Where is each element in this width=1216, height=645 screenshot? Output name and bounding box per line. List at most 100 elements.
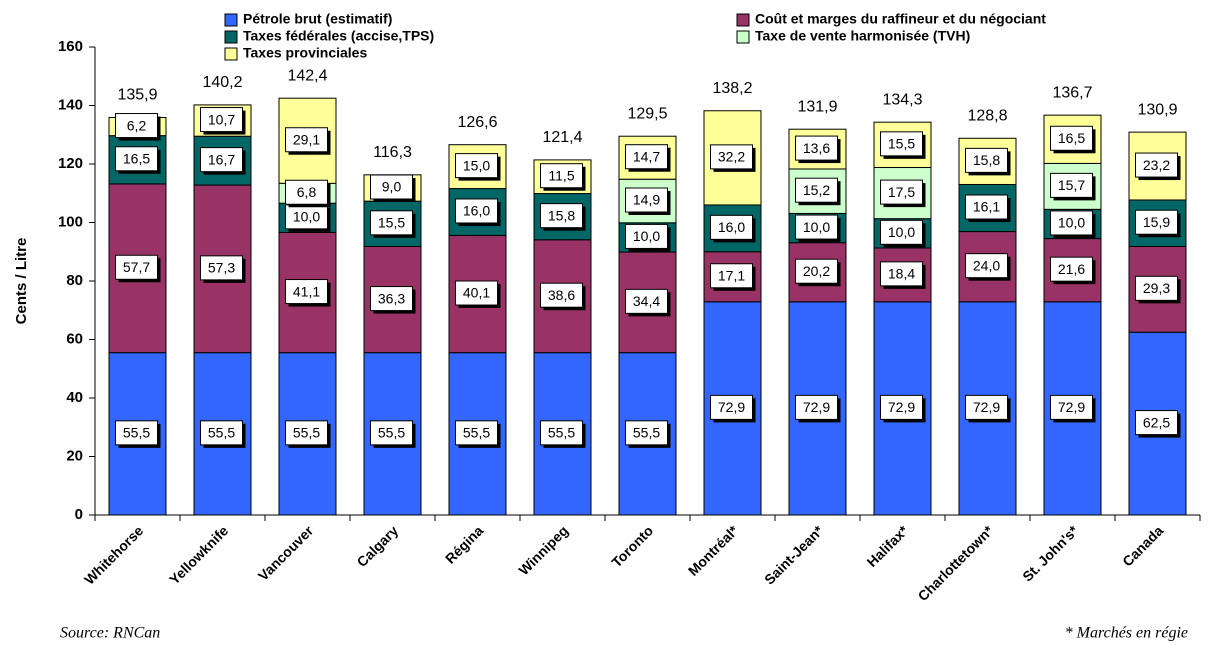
label-box — [200, 147, 243, 173]
value-label-box: 55,5 — [625, 420, 671, 448]
value-label-box: 55,5 — [115, 420, 161, 448]
value-label-box: 10,0 — [625, 223, 671, 252]
y-tick-label: 60 — [66, 330, 83, 347]
value-label: 55,5 — [633, 425, 660, 441]
value-label: 16,5 — [1058, 130, 1085, 146]
value-label: 55,5 — [463, 425, 490, 441]
y-tick-label: 80 — [66, 272, 83, 289]
value-label-box: 15,8 — [540, 203, 586, 231]
value-label: 10,7 — [208, 111, 235, 127]
value-label-box: 55,5 — [285, 420, 331, 448]
y-tick-label: 140 — [58, 96, 83, 113]
x-tick-label: Yellowknife — [166, 522, 231, 587]
legend-label: Pétrole brut (estimatif) — [243, 11, 392, 27]
value-label: 15,7 — [1058, 177, 1085, 193]
total-label: 140,2 — [202, 74, 242, 91]
label-box — [795, 394, 838, 420]
total-label: 142,4 — [287, 68, 327, 85]
label-box — [1050, 394, 1093, 420]
x-tick-label: Régina — [442, 522, 486, 566]
value-label: 15,8 — [548, 207, 575, 223]
value-label-box: 10,0 — [285, 204, 331, 232]
value-label: 10,0 — [803, 219, 830, 235]
value-label-box: 57,7 — [115, 254, 161, 283]
label-box — [1050, 256, 1093, 282]
value-label-box: 11,5 — [540, 163, 586, 191]
value-label: 72,9 — [718, 399, 745, 415]
label-box — [1135, 275, 1178, 301]
label-box — [880, 131, 923, 157]
total-label: 130,9 — [1137, 101, 1177, 118]
x-tick-label: Calgary — [354, 522, 402, 570]
label-box — [1135, 152, 1178, 178]
x-tick-label: Toronto — [608, 522, 656, 570]
value-label-box: 15,0 — [455, 153, 501, 181]
value-label-box: 62,5 — [1135, 410, 1181, 438]
label-box — [710, 263, 753, 289]
label-box — [795, 177, 838, 203]
value-label-box: 16,0 — [455, 198, 501, 226]
value-label-box: 10,7 — [200, 107, 246, 135]
value-label-box: 18,4 — [880, 261, 926, 289]
value-label: 29,3 — [1143, 280, 1170, 296]
y-tick-label: 120 — [58, 155, 83, 172]
value-label-box: 16,0 — [710, 214, 756, 243]
value-label: 34,4 — [633, 293, 660, 309]
value-label: 15,5 — [378, 215, 405, 231]
label-box — [455, 280, 498, 306]
label-box — [540, 203, 583, 229]
label-box — [370, 420, 413, 446]
value-label-box: 9,0 — [370, 174, 416, 202]
value-label: 6,2 — [127, 117, 147, 133]
label-box — [370, 210, 413, 236]
value-label-box: 55,5 — [200, 420, 246, 448]
legend-label: Taxe de vente harmonisée (TVH) — [755, 28, 970, 44]
label-box — [200, 255, 243, 281]
label-box — [625, 288, 668, 314]
label-box — [965, 253, 1008, 279]
value-label-box: 55,5 — [455, 420, 501, 448]
value-label-box: 72,9 — [710, 394, 756, 423]
value-label-box: 40,1 — [455, 280, 501, 309]
label-box — [1135, 209, 1178, 235]
label-box — [200, 420, 243, 446]
label-box — [1050, 210, 1093, 236]
value-label-box: 72,9 — [880, 394, 926, 423]
x-tick-label: St. John's* — [1019, 522, 1081, 584]
value-label-box: 36,3 — [370, 286, 416, 314]
value-label: 57,7 — [123, 259, 150, 275]
value-label: 15,8 — [973, 152, 1000, 168]
label-box — [115, 113, 158, 139]
value-label: 10,0 — [888, 224, 915, 240]
note: * Marchés en régie — [1065, 625, 1188, 642]
value-label-box: 10,0 — [795, 214, 841, 243]
value-label-box: 15,5 — [370, 210, 416, 238]
value-label-box: 23,2 — [1135, 152, 1181, 181]
value-label-box: 57,3 — [200, 255, 246, 283]
value-label: 55,5 — [293, 425, 320, 441]
value-label: 24,0 — [973, 257, 1000, 273]
value-label-box: 34,4 — [625, 288, 671, 317]
value-label-box: 14,9 — [625, 187, 671, 216]
label-box — [710, 394, 753, 420]
label-box — [625, 187, 668, 213]
y-tick-label: 0 — [75, 506, 83, 523]
value-label: 16,0 — [718, 219, 745, 235]
legend-swatch — [224, 13, 238, 27]
label-box — [455, 198, 498, 224]
label-box — [540, 420, 583, 446]
label-box — [370, 286, 413, 312]
total-label: 135,9 — [117, 87, 157, 104]
value-label-box: 29,3 — [1135, 275, 1181, 304]
value-label-box: 14,7 — [625, 144, 671, 172]
value-label-box: 72,9 — [1050, 394, 1096, 423]
value-label-box: 15,8 — [965, 147, 1011, 176]
total-label: 116,3 — [373, 144, 412, 161]
label-box — [285, 204, 328, 230]
value-label-box: 16,5 — [115, 146, 161, 174]
value-label: 55,5 — [208, 425, 235, 441]
value-label-box: 24,0 — [965, 253, 1011, 281]
value-label-box: 21,6 — [1050, 256, 1096, 285]
label-box — [115, 420, 158, 446]
total-label: 131,9 — [797, 98, 837, 115]
